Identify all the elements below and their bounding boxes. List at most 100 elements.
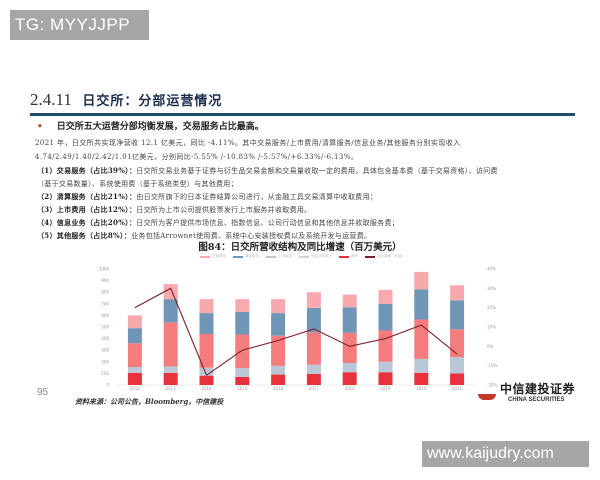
x-tick-label: 2018 xyxy=(345,386,356,391)
bar-segment xyxy=(306,332,321,365)
legend-swatch xyxy=(339,255,349,258)
y2-tick-label: 0% xyxy=(487,344,494,349)
y2-tick-label: 20% xyxy=(487,305,496,310)
bullet-icon: • xyxy=(37,122,43,132)
list-item: （5）其他服务（占比8%）：业务包括Arrownet使用费、系统中心安装授权费以… xyxy=(37,231,371,241)
y2-tick-label: -20% xyxy=(487,383,498,388)
bar-segment xyxy=(235,334,250,369)
bar-segment xyxy=(450,329,465,358)
revenue-chart: 0 100 200 300 400 500 600 700 800 900 1000 -20% -10%… xyxy=(99,267,498,392)
item-text: 日交所交易业务基于证券与衍生品交易金额和交易量收取一定的费用，具体包含基本费（基… xyxy=(136,167,498,175)
bar-segment xyxy=(271,374,286,385)
legend-label: 交易服务 xyxy=(212,254,226,258)
watermark-top: TG: MYYJJPP xyxy=(10,10,149,40)
bar-segment xyxy=(163,299,178,323)
bar-segment xyxy=(378,372,393,385)
y-tick-label: 300 xyxy=(101,348,109,353)
bar-segment xyxy=(414,358,429,373)
bar-segment xyxy=(306,307,321,333)
y2-tick-label: 30% xyxy=(487,286,496,291)
bar-segment xyxy=(450,357,465,374)
item-head: （3）上市费用（占比12%）： xyxy=(37,205,137,214)
bar-segment xyxy=(414,271,429,290)
bar-segment xyxy=(378,361,393,373)
bar-segment xyxy=(199,367,214,376)
bar-segment xyxy=(127,343,142,368)
legend-swatch xyxy=(299,255,309,258)
item-text: 业务包括Arrownet使用费、系统中心安装授权费以及系统开发与运营费。 xyxy=(131,232,372,240)
item-text: 日交所为上市公司提供股票发行上市服务并收取费用。 xyxy=(136,206,312,214)
y-tick-label: 0 xyxy=(106,383,109,388)
bar-segment xyxy=(163,372,178,385)
bar-segment xyxy=(271,313,286,336)
bullet-text: 日交所五大运营分部均衡发展，交易服务占比最高。 xyxy=(56,122,264,132)
bar-segment xyxy=(235,299,250,312)
x-tick-label: 2013 xyxy=(166,386,177,391)
y2-tick-label: 40% xyxy=(487,267,496,272)
title-divider xyxy=(30,113,575,116)
bar-segment xyxy=(342,362,357,373)
list-item: （3）上市费用（占比12%）：日交所为上市公司提供股票发行上市服务并收取费用。 xyxy=(37,205,311,215)
section-number: 2.4.11 xyxy=(30,90,72,109)
x-tick-label: 2021 xyxy=(452,386,463,391)
bar-segment xyxy=(199,299,214,314)
x-tick-label: 2020 xyxy=(416,386,427,391)
bar-segment xyxy=(378,330,393,362)
logo-en: CHINA SECURITIES xyxy=(508,397,565,403)
bar-segment xyxy=(235,368,250,377)
bar-segment xyxy=(127,372,142,385)
item-head: （2）清算服务（占比21%）： xyxy=(37,192,137,201)
list-item: （1）交易服务（占比39%）：日交所交易业务基于证券与衍生品交易金额和交易量收取… xyxy=(37,166,498,176)
x-tick-label: 2016 xyxy=(273,386,284,391)
watermark-bottom: www.kaijudry.com xyxy=(422,441,589,467)
y-tick-label: 100 xyxy=(101,371,109,376)
bar-segment xyxy=(199,333,214,368)
bar-segment xyxy=(271,299,286,314)
bar-segment xyxy=(450,300,465,330)
logo-mark-icon xyxy=(478,394,496,400)
item-head: （1）交易服务（占比39%）： xyxy=(37,166,137,175)
x-tick-label: 2019 xyxy=(380,386,391,391)
y2-tick-label: 10% xyxy=(487,325,496,330)
list-item: （4）信息业务（占比20%）：日交所为客户提供市场信息、指数信息、公司行动信息和… xyxy=(37,218,399,228)
paragraph-line-2: 4.74/2.49/1.40/2.42/1.01亿美元，分别同比-5.55% /… xyxy=(35,153,359,161)
bar-segment xyxy=(378,303,393,331)
chart-title: 图84：日交所营收结构及同比增速（百万美元） xyxy=(198,242,402,253)
bar-segment xyxy=(342,372,357,385)
legend-item: 交易服务 xyxy=(200,254,226,259)
bar-segment xyxy=(127,367,142,373)
legend-label: 上市费用 xyxy=(278,254,292,258)
y-tick-label: 400 xyxy=(101,336,109,341)
y-tick-label: 1000 xyxy=(99,267,110,272)
item-head: （5）其他服务（占比8%）： xyxy=(37,231,132,240)
section-heading: 日交所：分部运营情况 xyxy=(82,94,223,109)
y-tick-label: 900 xyxy=(101,278,109,283)
bar-segment xyxy=(342,332,357,363)
bar-segment xyxy=(235,376,250,385)
bar-segment xyxy=(163,366,178,373)
growth-line xyxy=(134,287,458,377)
legend-item: 清算服务 xyxy=(233,254,259,259)
y-tick-label: 600 xyxy=(101,313,109,318)
bar-segment xyxy=(450,373,465,385)
chart-legend: 交易服务 清算服务 上市费用 信息业务收入 其他 同比增速（右轴） xyxy=(200,254,405,259)
bar-segment xyxy=(199,313,214,334)
page-number: 95 xyxy=(37,387,49,398)
y2-tick-label: -10% xyxy=(487,363,498,368)
bar-segment xyxy=(306,364,321,374)
bar-segment xyxy=(271,335,286,366)
paragraph-line-1: 2021 年，日交所共实现净营收 12.1 亿美元，同比 -4.11%。其中交易… xyxy=(35,139,461,147)
legend-swatch xyxy=(200,255,210,258)
bar-segment xyxy=(414,372,429,385)
legend-label: 信息业务收入 xyxy=(311,254,332,258)
y-tick-label: 500 xyxy=(101,325,109,330)
item-text: 由日交所旗下的日本证券结算公司进行，从金融工具交易清算中收取费用； xyxy=(136,193,378,201)
source-note: 资料来源：公司公告，Bloomberg，中信建投 xyxy=(75,397,224,406)
legend-swatch xyxy=(365,255,375,258)
logo-cn: 中信建投证券 xyxy=(500,382,576,396)
bar-segment xyxy=(306,373,321,385)
y-tick-label: 200 xyxy=(101,359,109,364)
legend-item: 其他 xyxy=(339,254,358,259)
bar-segment xyxy=(271,365,286,375)
bar-segment xyxy=(235,311,250,335)
